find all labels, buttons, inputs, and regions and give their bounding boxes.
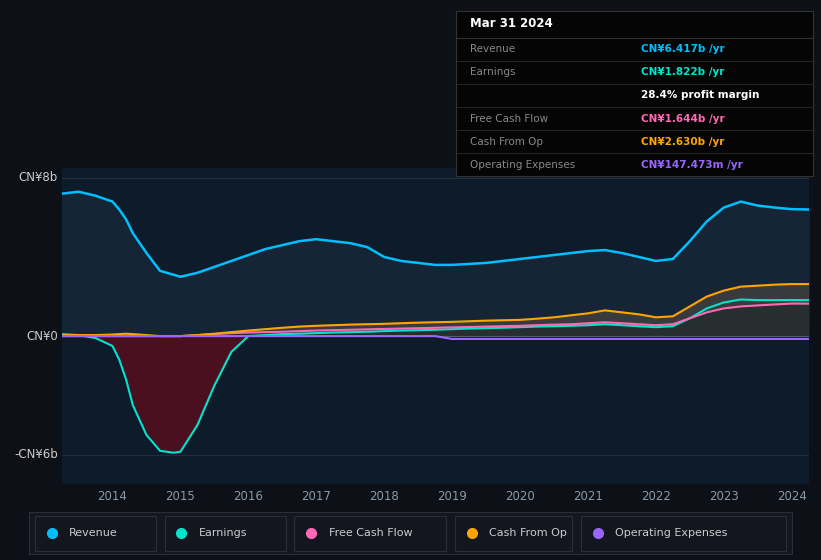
Text: Cash From Op: Cash From Op bbox=[489, 529, 567, 538]
Text: Free Cash Flow: Free Cash Flow bbox=[328, 529, 412, 538]
Text: Earnings: Earnings bbox=[470, 67, 516, 77]
Text: CN¥147.473m /yr: CN¥147.473m /yr bbox=[641, 160, 743, 170]
Text: Cash From Op: Cash From Op bbox=[470, 137, 543, 147]
Text: -CN¥6b: -CN¥6b bbox=[14, 448, 57, 461]
Text: Mar 31 2024: Mar 31 2024 bbox=[470, 17, 553, 30]
Text: CN¥8b: CN¥8b bbox=[19, 171, 57, 184]
Text: 28.4% profit margin: 28.4% profit margin bbox=[641, 91, 759, 100]
Text: Operating Expenses: Operating Expenses bbox=[470, 160, 576, 170]
Text: Revenue: Revenue bbox=[470, 44, 515, 54]
Text: Earnings: Earnings bbox=[199, 529, 247, 538]
Text: Free Cash Flow: Free Cash Flow bbox=[470, 114, 548, 124]
Text: CN¥0: CN¥0 bbox=[26, 330, 57, 343]
Text: Operating Expenses: Operating Expenses bbox=[615, 529, 727, 538]
Text: Revenue: Revenue bbox=[69, 529, 118, 538]
Text: CN¥2.630b /yr: CN¥2.630b /yr bbox=[641, 137, 725, 147]
Text: CN¥6.417b /yr: CN¥6.417b /yr bbox=[641, 44, 725, 54]
Text: CN¥1.822b /yr: CN¥1.822b /yr bbox=[641, 67, 725, 77]
Text: CN¥1.644b /yr: CN¥1.644b /yr bbox=[641, 114, 725, 124]
